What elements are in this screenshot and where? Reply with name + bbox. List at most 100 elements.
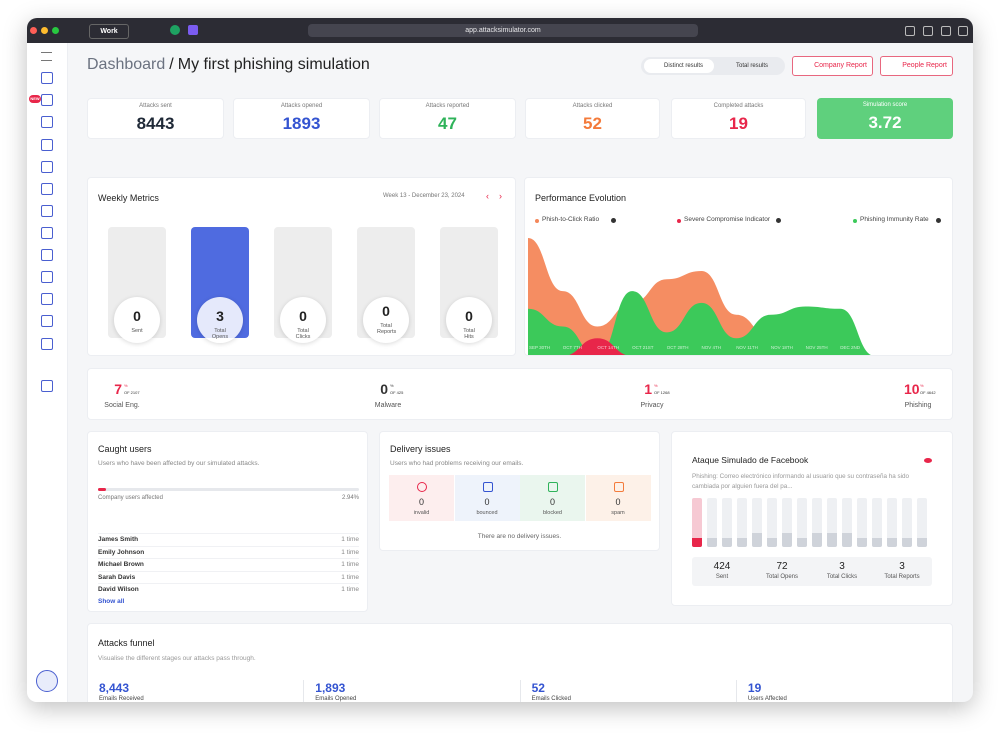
mini-column (842, 498, 852, 547)
user-name[interactable]: David Wilson (98, 586, 139, 594)
funnel-divider (735, 680, 737, 702)
menu-icon (41, 52, 52, 61)
x-tick-label: OCT 28TH (667, 345, 689, 350)
user-name[interactable]: Sarah Davis (98, 573, 136, 581)
mini-column (767, 498, 777, 547)
area (528, 238, 870, 355)
nav-icon[interactable] (41, 94, 53, 106)
metric-value: 0 (299, 308, 307, 324)
stat-label: Simulation score (862, 102, 908, 108)
x-tick-label: OCT 14TH (597, 345, 619, 350)
nav-icon[interactable] (41, 205, 53, 217)
mini-column (692, 498, 702, 547)
metric-label: Total Opens (211, 328, 229, 340)
progress-label: Company users affected (98, 495, 163, 501)
browser-window: Work app.attacksimulator.com NEW Dashboard /… (27, 18, 973, 702)
stat-card: Attacks sent 8443 (87, 98, 224, 139)
progress-percent: 2.94% (341, 495, 359, 501)
category-of: OF 4642 (920, 390, 936, 395)
delivery-label: bounced (476, 510, 498, 516)
metric-label: Total Clicks (295, 328, 311, 340)
stat-card: Completed attacks 19 (671, 98, 806, 139)
metric-value: 0 (382, 303, 390, 319)
row-divider (98, 570, 359, 572)
show-all-link[interactable]: Show all (98, 598, 125, 605)
card-title: Caught users (98, 444, 152, 454)
category-of: OF 1268 (654, 390, 670, 395)
traffic-light (30, 27, 37, 34)
metric-circle: 3 Total Opens (197, 297, 243, 343)
user-count: 1 time (341, 586, 359, 594)
url-bar[interactable]: app.attacksimulator.com (308, 24, 698, 37)
funnel-label: Users Affected (747, 696, 787, 702)
fb-stat-label: Sent (715, 574, 729, 580)
nav-icon[interactable] (41, 183, 53, 195)
card-title: Delivery issues (390, 444, 451, 454)
legend-dot (677, 219, 681, 223)
nav-icon[interactable] (41, 72, 53, 84)
mini-fill (722, 538, 732, 547)
report-button[interactable]: People Report (880, 56, 953, 76)
nav-icon[interactable] (41, 227, 53, 239)
delivery-value: 0 (418, 497, 424, 507)
delivery-icon (548, 482, 558, 492)
funnel-value: 52 (531, 681, 545, 695)
progress-fill (98, 488, 106, 491)
category-label: Phishing (904, 402, 932, 409)
prev-arrow[interactable]: ‹ (486, 191, 489, 201)
metric-circle: 0 Sent (114, 297, 160, 343)
user-count: 1 time (341, 561, 359, 569)
user-name[interactable]: Emily Johnson (98, 548, 145, 556)
stat-value: 3.72 (868, 113, 902, 132)
stat-value: 8443 (136, 114, 175, 133)
user-name[interactable]: Michael Brown (98, 561, 144, 569)
delivery-label: spam (611, 510, 625, 516)
profile-button[interactable]: Work (89, 24, 129, 39)
mini-column (722, 498, 732, 547)
metric-label: Sent (131, 328, 143, 334)
delivery-label: blocked (543, 510, 562, 516)
metric-circle: 0 Total Clicks (280, 297, 326, 343)
report-button[interactable]: Company Report (792, 56, 873, 76)
mini-fill (752, 533, 762, 547)
delivery-box: 0 bounced (454, 475, 520, 521)
user-name[interactable]: James Smith (98, 536, 139, 543)
nav-icon[interactable] (41, 139, 53, 151)
info-icon (776, 218, 782, 223)
nav-icon[interactable] (41, 249, 53, 261)
metric-label: Total Reports (377, 323, 397, 335)
mini-column (737, 498, 747, 547)
nav-icon[interactable] (41, 293, 53, 305)
toggle-option[interactable]: Distinct results (644, 59, 714, 73)
traffic-light (41, 27, 48, 34)
mini-column (917, 498, 927, 547)
mini-fill (767, 538, 777, 547)
delivery-value: 0 (615, 497, 621, 507)
mini-fill (692, 538, 702, 547)
stat-card: Simulation score 3.72 (817, 98, 953, 139)
x-tick-label: NOV 4TH (702, 345, 722, 350)
nav-icon[interactable] (41, 380, 53, 392)
facebook-stats (692, 557, 932, 586)
nav-icon[interactable] (41, 315, 53, 327)
nav-icon[interactable] (41, 271, 53, 283)
mini-column (872, 498, 882, 547)
fb-stat-value: 3 (839, 561, 845, 572)
nav-icon[interactable] (41, 161, 53, 173)
card-title: Ataque Simulado de Facebook (692, 455, 809, 465)
stat-label: Completed attacks (713, 103, 764, 109)
fb-stat-label: Total Reports (884, 574, 920, 580)
stat-label: Attacks reported (425, 103, 470, 109)
nav-icon[interactable] (41, 116, 53, 128)
eye-icon[interactable] (924, 458, 932, 463)
toolbar-icon (958, 26, 968, 36)
avatar[interactable] (36, 670, 58, 692)
mini-fill (842, 533, 852, 547)
toggle-option[interactable]: Total results (736, 63, 769, 69)
delivery-box: 0 invalid (389, 475, 454, 521)
title-part: / (169, 56, 174, 73)
category-label: Privacy (640, 402, 664, 409)
legend-label: Phish-to-Click Ratio (542, 216, 600, 223)
nav-icon[interactable] (41, 338, 53, 350)
next-arrow[interactable]: › (499, 191, 502, 201)
